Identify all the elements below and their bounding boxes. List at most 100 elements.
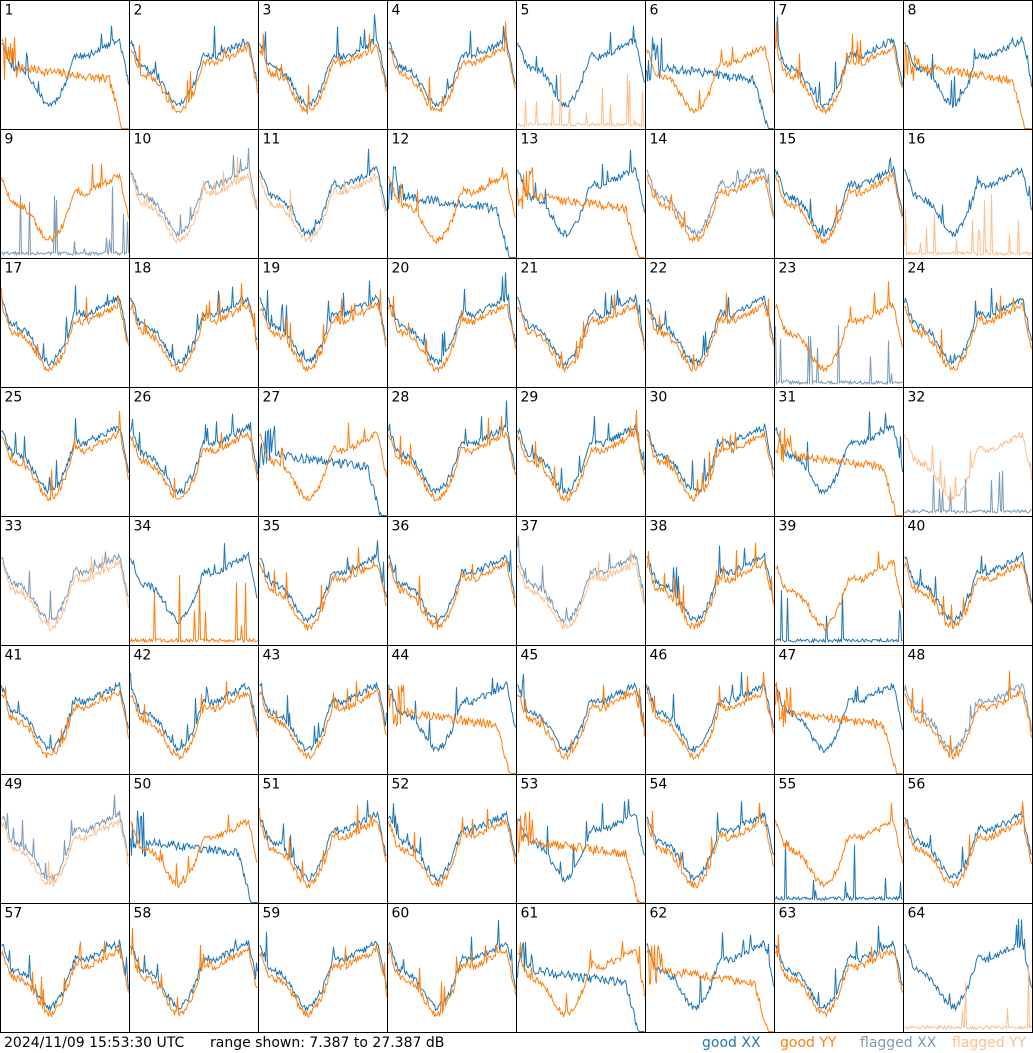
panel-frame	[774, 903, 904, 1033]
series-yy-21	[517, 294, 645, 374]
panel-frame	[516, 129, 646, 259]
series-xx-12	[388, 165, 516, 258]
panel-32: 32	[903, 387, 1033, 517]
panel-frame	[516, 0, 646, 130]
panel-label: 62	[650, 906, 668, 922]
series-yy-3	[259, 34, 387, 115]
series-xx-41	[1, 681, 129, 752]
series-xx-59	[259, 931, 387, 1012]
panel-frame	[387, 258, 517, 388]
series-xx-9	[1, 186, 129, 257]
panel-20: 20	[387, 258, 517, 388]
legend-flagged-yy: flagged YY	[952, 1035, 1027, 1051]
panel-43: 43	[258, 645, 388, 775]
panel-frame	[387, 903, 517, 1033]
panel-26: 26	[129, 387, 259, 517]
panel-label: 36	[392, 519, 410, 535]
panel-label: 48	[908, 648, 926, 664]
series-yy-57	[1, 940, 129, 1018]
panel-label: 19	[263, 261, 281, 277]
panel-frame	[129, 645, 259, 775]
series-xx-61	[517, 941, 645, 1032]
panel-label: 55	[779, 777, 797, 793]
series-yy-26	[130, 431, 258, 500]
series-xx-31	[775, 411, 903, 495]
series-yy-63	[775, 934, 903, 1019]
series-yy-56	[904, 801, 1032, 889]
series-yy-10	[130, 156, 258, 244]
panel-frame	[0, 258, 130, 388]
series-yy-12	[388, 167, 516, 245]
panel-frame	[129, 0, 259, 130]
footer: 2024/11/09 15:53:30 UTC range shown: 7.3…	[0, 1033, 1033, 1053]
panel-label: 28	[392, 390, 410, 406]
panel-label: 37	[521, 519, 539, 535]
series-yy-30	[646, 430, 774, 503]
panel-frame	[129, 903, 259, 1033]
panel-frame	[774, 0, 904, 130]
panel-30: 30	[645, 387, 775, 517]
panel-label: 29	[521, 390, 539, 406]
series-xx-39	[775, 590, 903, 644]
panel-4: 4	[387, 0, 517, 130]
panel-50: 50	[129, 774, 259, 904]
panel-15: 15	[774, 129, 904, 259]
series-xx-3	[259, 14, 387, 108]
series-yy-58	[130, 927, 258, 1018]
series-yy-20	[388, 295, 516, 373]
panel-label: 42	[134, 648, 152, 664]
panel-37: 37	[516, 516, 646, 646]
panel-frame	[0, 774, 130, 904]
series-xx-18	[130, 286, 258, 365]
panel-label: 14	[650, 132, 668, 148]
panel-28: 28	[387, 387, 517, 517]
legend-good-xx: good XX	[702, 1035, 761, 1051]
panel-9: 9	[0, 129, 130, 259]
panel-label: 35	[263, 519, 281, 535]
series-yy-39	[775, 551, 903, 631]
panel-8: 8	[903, 0, 1033, 130]
series-xx-45	[517, 673, 645, 753]
series-xx-43	[259, 682, 387, 753]
series-yy-50	[130, 814, 258, 889]
series-yy-8	[904, 42, 1032, 129]
series-xx-36	[388, 550, 516, 624]
panel-label: 58	[134, 906, 152, 922]
panel-44: 44	[387, 645, 517, 775]
series-xx-6	[646, 37, 774, 129]
series-yy-44	[388, 685, 516, 774]
series-xx-25	[1, 418, 129, 495]
panel-45: 45	[516, 645, 646, 775]
series-yy-38	[646, 542, 774, 630]
series-yy-45	[517, 684, 645, 761]
series-yy-34	[130, 575, 258, 644]
panel-frame	[516, 258, 646, 388]
series-yy-19	[259, 289, 387, 373]
panel-13: 13	[516, 129, 646, 259]
series-yy-29	[517, 409, 645, 503]
panel-label: 60	[392, 906, 410, 922]
panel-10: 10	[129, 129, 259, 259]
panel-frame	[129, 387, 259, 517]
series-yy-6	[646, 44, 774, 114]
panel-label: 39	[779, 519, 797, 535]
series-xx-20	[388, 272, 516, 366]
series-yy-35	[259, 547, 387, 631]
panel-frame	[903, 0, 1033, 130]
panel-16: 16	[903, 129, 1033, 259]
panel-41: 41	[0, 645, 130, 775]
series-yy-16	[904, 193, 1032, 257]
series-xx-50	[130, 810, 258, 903]
panel-60: 60	[387, 903, 517, 1033]
panel-frame	[387, 129, 517, 259]
panel-label: 53	[521, 777, 539, 793]
panel-22: 22	[645, 258, 775, 388]
panel-label: 30	[650, 390, 668, 406]
panel-label: 24	[908, 261, 926, 277]
series-yy-36	[388, 558, 516, 630]
panel-label: 12	[392, 132, 410, 148]
panel-frame	[645, 129, 775, 259]
series-yy-60	[388, 943, 516, 1018]
panel-53: 53	[516, 774, 646, 904]
